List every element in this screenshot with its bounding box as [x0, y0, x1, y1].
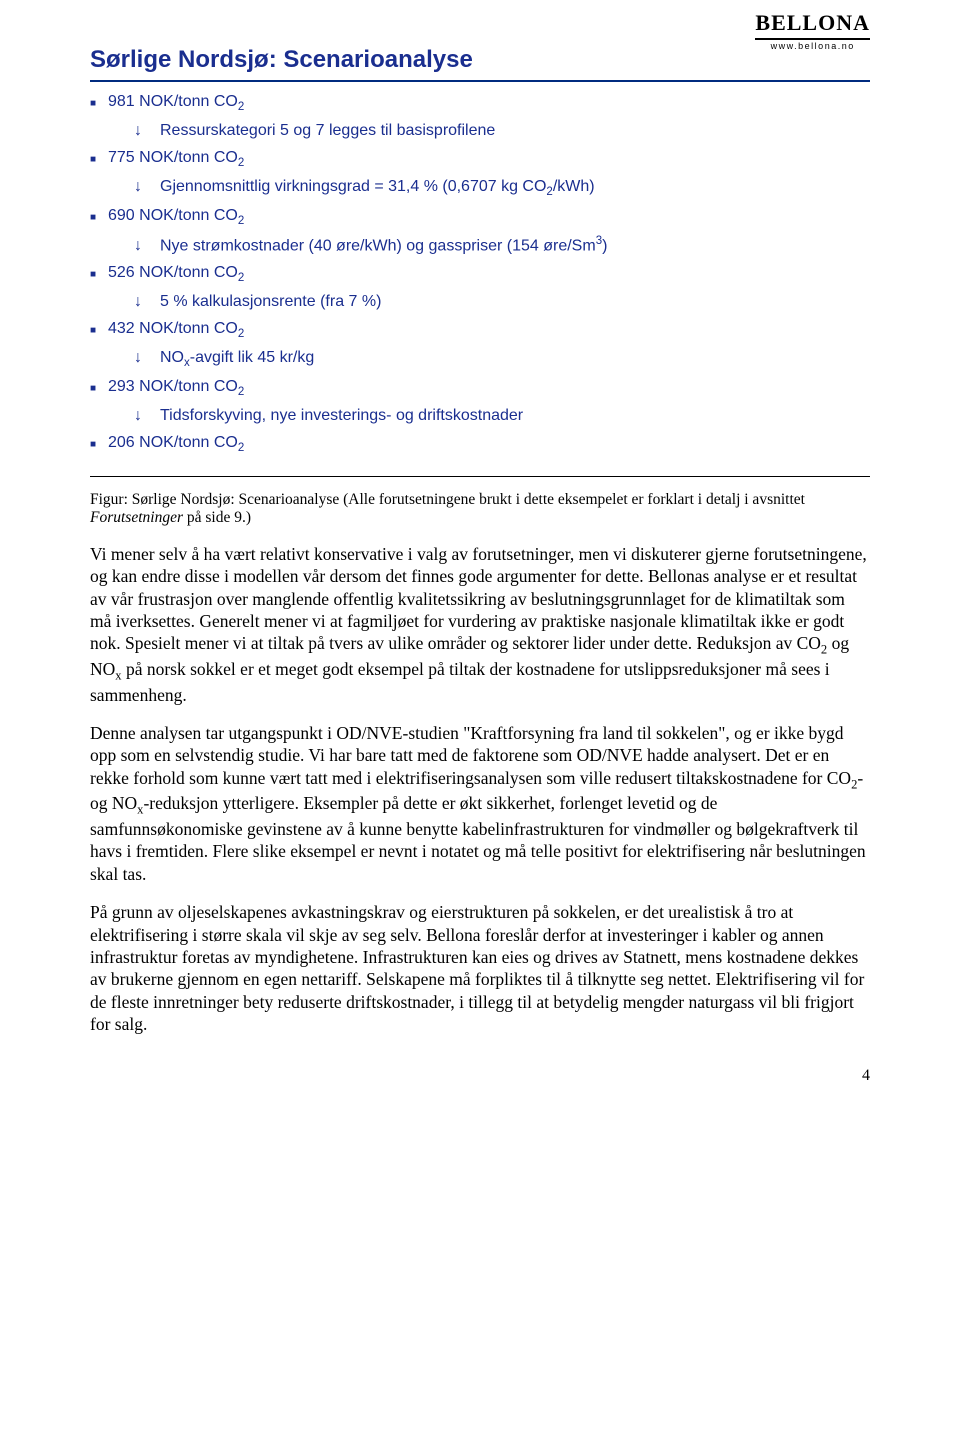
bullet-icon: ■ — [90, 377, 108, 397]
scenario-value: 206 NOK/tonn CO2 — [108, 431, 870, 458]
scenario-step: ↓ Gjennomsnittlig virkningsgrad = 31,4 %… — [134, 175, 870, 202]
scenario-step-text: 5 % kalkulasjonsrente (fra 7 %) — [160, 290, 870, 315]
down-arrow-icon: ↓ — [134, 234, 160, 259]
scenario-value: 981 NOK/tonn CO2 — [108, 90, 870, 117]
scenario-item: ■ 432 NOK/tonn CO2 — [90, 317, 870, 344]
scenario-item: ■ 206 NOK/tonn CO2 — [90, 431, 870, 458]
scenario-step: ↓ 5 % kalkulasjonsrente (fra 7 %) — [134, 290, 870, 315]
bullet-icon: ■ — [90, 206, 108, 226]
logo-url-text: www.bellona.no — [755, 41, 870, 51]
slide-title: Sørlige Nordsjø: Scenarioanalyse — [90, 46, 870, 82]
scenario-step-text: Nye strømkostnader (40 øre/kWh) og gassp… — [160, 233, 870, 259]
body-paragraph-3: På grunn av oljeselskapenes avkastningsk… — [90, 901, 870, 1035]
bellona-logo: BELLONA www.bellona.no — [755, 10, 870, 51]
scenario-step: ↓ Ressurskategori 5 og 7 legges til basi… — [134, 119, 870, 144]
scenario-item: ■ 775 NOK/tonn CO2 — [90, 146, 870, 173]
bullet-icon: ■ — [90, 263, 108, 283]
figure-rule — [90, 476, 870, 477]
scenario-value: 690 NOK/tonn CO2 — [108, 204, 870, 231]
scenario-item: ■ 690 NOK/tonn CO2 — [90, 204, 870, 231]
body-paragraph-2: Denne analysen tar utgangspunkt i OD/NVE… — [90, 722, 870, 885]
scenario-step-text: Gjennomsnittlig virkningsgrad = 31,4 % (… — [160, 175, 870, 202]
scenario-item: ■ 293 NOK/tonn CO2 — [90, 375, 870, 402]
down-arrow-icon: ↓ — [134, 346, 160, 371]
figure-caption: Figur: Sørlige Nordsjø: Scenarioanalyse … — [90, 491, 870, 527]
scenario-step-text: Ressurskategori 5 og 7 legges til basisp… — [160, 119, 870, 144]
scenario-value: 526 NOK/tonn CO2 — [108, 261, 870, 288]
scenario-item: ■ 526 NOK/tonn CO2 — [90, 261, 870, 288]
bullet-icon: ■ — [90, 148, 108, 168]
down-arrow-icon: ↓ — [134, 404, 160, 429]
bullet-icon: ■ — [90, 92, 108, 112]
down-arrow-icon: ↓ — [134, 290, 160, 315]
down-arrow-icon: ↓ — [134, 119, 160, 144]
scenario-item: ■ 981 NOK/tonn CO2 — [90, 90, 870, 117]
body-paragraph-1: Vi mener selv å ha vært relativt konserv… — [90, 543, 870, 706]
down-arrow-icon: ↓ — [134, 175, 160, 200]
scenario-value: 432 NOK/tonn CO2 — [108, 317, 870, 344]
document-page: BELLONA www.bellona.no Sørlige Nordsjø: … — [0, 0, 960, 1101]
scenario-list: ■ 981 NOK/tonn CO2 ↓ Ressurskategori 5 o… — [90, 90, 870, 458]
bullet-icon: ■ — [90, 433, 108, 453]
scenario-value: 775 NOK/tonn CO2 — [108, 146, 870, 173]
scenario-step-text: NOx-avgift lik 45 kr/kg — [160, 346, 870, 373]
scenario-value: 293 NOK/tonn CO2 — [108, 375, 870, 402]
scenario-step-text: Tidsforskyving, nye investerings- og dri… — [160, 404, 870, 429]
scenario-step: ↓ Nye strømkostnader (40 øre/kWh) og gas… — [134, 233, 870, 259]
bullet-icon: ■ — [90, 319, 108, 339]
logo-brand-text: BELLONA — [755, 10, 870, 40]
scenario-step: ↓ NOx-avgift lik 45 kr/kg — [134, 346, 870, 373]
scenario-step: ↓ Tidsforskyving, nye investerings- og d… — [134, 404, 870, 429]
page-number: 4 — [862, 1067, 870, 1085]
